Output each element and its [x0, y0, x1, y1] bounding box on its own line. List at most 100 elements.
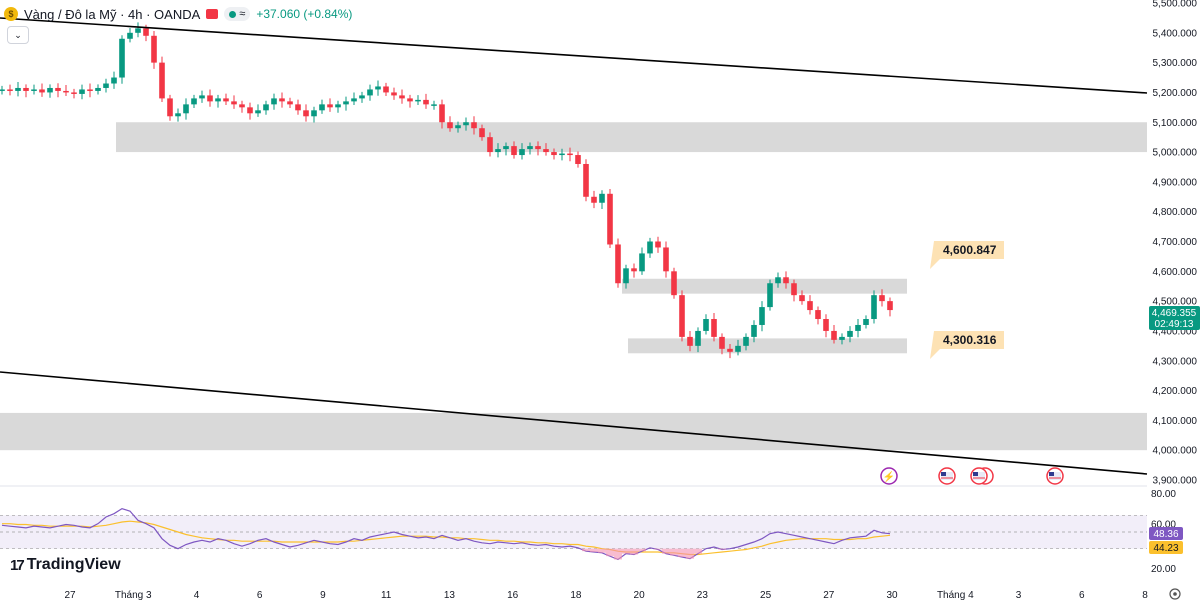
candle-body[interactable] [687, 336, 693, 346]
candle-body[interactable] [447, 122, 453, 129]
candle-body[interactable] [55, 87, 61, 91]
candle-body[interactable] [167, 98, 173, 117]
candle-body[interactable] [175, 113, 181, 117]
candle-body[interactable] [487, 137, 493, 153]
candle-body[interactable] [71, 92, 77, 94]
candle-body[interactable] [807, 301, 813, 311]
candle-body[interactable] [759, 307, 765, 325]
candle-body[interactable] [743, 336, 749, 346]
collapse-chevron-down-icon[interactable]: ⌄ [7, 26, 29, 44]
candle-body[interactable] [479, 128, 485, 138]
price-tag-upper[interactable]: 4,600.847 [930, 241, 1004, 269]
candle-body[interactable] [207, 95, 213, 102]
candle-body[interactable] [815, 310, 821, 320]
event-us-flag-icon[interactable] [938, 467, 956, 485]
candle-body[interactable] [679, 295, 685, 337]
candle-body[interactable] [879, 295, 885, 302]
candle-body[interactable] [311, 110, 317, 117]
candle-body[interactable] [367, 89, 373, 96]
candle-body[interactable] [295, 104, 301, 111]
candle-body[interactable] [119, 38, 125, 78]
candle-body[interactable] [135, 28, 141, 33]
candle-body[interactable] [151, 35, 157, 63]
candle-body[interactable] [143, 28, 149, 36]
candle-body[interactable] [695, 330, 701, 346]
candle-body[interactable] [543, 149, 549, 153]
candle-body[interactable] [103, 83, 109, 88]
candle-body[interactable] [159, 62, 165, 99]
candle-body[interactable] [359, 95, 365, 99]
candle-body[interactable] [63, 90, 69, 93]
candle-body[interactable] [639, 253, 645, 272]
candle-body[interactable] [239, 104, 245, 108]
market-status-pill[interactable]: ≈ [224, 7, 251, 21]
candle-body[interactable] [511, 146, 517, 156]
candle-body[interactable] [271, 98, 277, 105]
support-resistance-zone[interactable] [628, 338, 907, 354]
candle-body[interactable] [231, 101, 237, 105]
event-lightning-icon[interactable]: ⚡ [880, 467, 898, 485]
tradingview-logo[interactable]: 17 TradingView [10, 556, 121, 574]
candle-body[interactable] [887, 301, 893, 311]
candle-body[interactable] [591, 196, 597, 203]
candle-body[interactable] [47, 87, 53, 93]
candle-body[interactable] [431, 104, 437, 106]
candle-body[interactable] [647, 241, 653, 254]
support-resistance-zone[interactable] [0, 412, 1147, 451]
candle-body[interactable] [599, 193, 605, 203]
candle-body[interactable] [831, 330, 837, 340]
candle-body[interactable] [535, 146, 541, 150]
candle-body[interactable] [855, 324, 861, 331]
candle-body[interactable] [615, 244, 621, 284]
candle-body[interactable] [775, 277, 781, 284]
candle-body[interactable] [719, 336, 725, 349]
candle-body[interactable] [95, 87, 101, 91]
candle-body[interactable] [871, 295, 877, 320]
candle-body[interactable] [319, 104, 325, 111]
rsi-line[interactable] [1, 508, 891, 561]
candle-body[interactable] [375, 86, 381, 90]
candle-body[interactable] [199, 95, 205, 99]
candle-body[interactable] [703, 319, 709, 331]
candle-body[interactable] [823, 319, 829, 331]
candle-body[interactable] [87, 89, 93, 91]
candle-body[interactable] [575, 155, 581, 164]
candle-body[interactable] [335, 104, 341, 108]
candle-body[interactable] [351, 98, 357, 102]
candle-body[interactable] [783, 277, 789, 284]
candle-body[interactable] [111, 77, 117, 84]
candle-body[interactable] [559, 153, 565, 156]
flag-icon[interactable] [206, 9, 219, 19]
candle-body[interactable] [655, 241, 661, 248]
candle-body[interactable] [663, 247, 669, 272]
candle-body[interactable] [735, 345, 741, 352]
candle-body[interactable] [463, 122, 469, 126]
support-resistance-zone[interactable] [622, 278, 907, 294]
candle-body[interactable] [399, 95, 405, 99]
candle-body[interactable] [711, 319, 717, 337]
candle-body[interactable] [767, 283, 773, 308]
rsi-ma-line[interactable] [2, 520, 891, 556]
candle-body[interactable] [31, 89, 37, 91]
candle-body[interactable] [343, 101, 349, 105]
candle-body[interactable] [551, 152, 557, 156]
candle-body[interactable] [863, 319, 869, 325]
candle-body[interactable] [495, 149, 501, 153]
settings-gear-icon[interactable] [1169, 588, 1181, 600]
candle-body[interactable] [439, 104, 445, 123]
candle-body[interactable] [23, 87, 29, 91]
candle-body[interactable] [327, 104, 333, 108]
candle-body[interactable] [671, 271, 677, 296]
candle-body[interactable] [263, 104, 269, 111]
candle-body[interactable] [631, 268, 637, 272]
support-resistance-zone[interactable] [116, 122, 1147, 153]
candle-body[interactable] [39, 89, 45, 93]
candle-body[interactable] [727, 348, 733, 352]
candle-body[interactable] [799, 295, 805, 302]
symbol-title[interactable]: Vàng / Đô la Mỹ · 4h · OANDA [24, 6, 201, 22]
candle-body[interactable] [607, 193, 613, 245]
candle-body[interactable] [519, 149, 525, 156]
candle-body[interactable] [279, 98, 285, 102]
candle-body[interactable] [247, 107, 253, 114]
